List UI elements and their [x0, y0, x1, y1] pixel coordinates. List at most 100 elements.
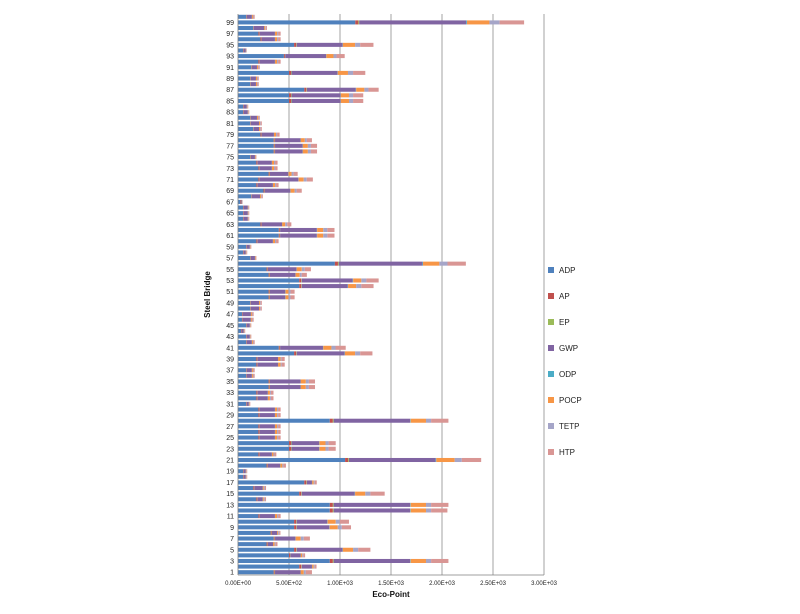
bar-segment-adp — [238, 172, 269, 176]
bar-segment-ap — [258, 436, 259, 440]
bar-segment-tetp — [349, 99, 353, 103]
bar-segment-pocp — [280, 464, 282, 468]
bar-segment-gwp — [244, 250, 246, 254]
y-tick-label: 37 — [226, 368, 234, 375]
bar-segment-gwp — [247, 340, 252, 344]
bar-segment-adp — [238, 424, 258, 428]
bar-segment-pocp — [411, 559, 426, 563]
bar-segment-adp — [238, 26, 253, 30]
y-tick-label: 35 — [226, 379, 234, 386]
bar-segment-pocp — [249, 402, 250, 406]
bar-segment-pocp — [436, 458, 454, 462]
bar-segment-ap — [299, 278, 301, 282]
bar-segment-ep — [296, 43, 297, 47]
bar-segment-ap — [253, 26, 254, 30]
y-tick-label: 23 — [226, 446, 234, 453]
bar-segment-ap — [251, 194, 252, 198]
bar-segment-gwp — [290, 553, 300, 557]
bar-segment-tetp — [323, 234, 327, 238]
bar-segment-htp — [291, 295, 295, 299]
bar-segment-ap — [250, 301, 251, 305]
bar-segment-adp — [238, 525, 294, 529]
bar-segment-gwp — [251, 76, 256, 80]
bar-segment-htp — [309, 385, 315, 389]
bar-segment-pocp — [247, 105, 248, 109]
bar-segment-ap — [251, 65, 252, 69]
bar-segment-gwp — [270, 172, 288, 176]
y-tick-label: 33 — [226, 390, 234, 397]
bar-segment-gwp — [244, 211, 248, 215]
bar-segment-htp — [361, 284, 373, 288]
bar-segment-ap — [294, 520, 296, 524]
bar-segment-gwp — [292, 99, 341, 103]
bar-segment-pocp — [275, 436, 277, 440]
bar-segment-ap — [256, 161, 257, 165]
bar-segment-ap — [279, 346, 280, 350]
bar-segment-gwp — [297, 43, 343, 47]
y-axis-title: Steel Bridge — [203, 271, 212, 318]
bar-segment-htp — [500, 20, 524, 24]
bar-segment-tetp — [326, 447, 329, 451]
bar-segment-tetp — [353, 548, 358, 552]
bar-segment-odp — [466, 20, 467, 24]
y-tick-label: 73 — [226, 166, 234, 173]
bar-segment-htp — [259, 116, 260, 120]
bar-segment-htp — [279, 531, 280, 535]
bar-segment-tetp — [314, 565, 315, 569]
bar-segment-tetp — [258, 65, 259, 69]
bar-segment-gwp — [247, 15, 252, 19]
bar-segment-ap — [243, 105, 244, 109]
bar-segment-htp — [337, 54, 345, 58]
bar-segment-pocp — [341, 93, 349, 97]
bar-segment-tetp — [292, 172, 294, 176]
bar-segment-htp — [353, 93, 363, 97]
bar-segment-htp — [309, 379, 315, 383]
bar-segment-ap — [256, 497, 257, 501]
legend-swatch-ep — [548, 319, 554, 325]
bar-segment-pocp — [467, 20, 489, 24]
bar-segment-tetp — [277, 60, 278, 64]
bar-segment-pocp — [248, 217, 249, 221]
bar-segment-adp — [238, 335, 246, 339]
bar-segment-ap — [260, 133, 261, 137]
bar-segment-gwp — [260, 166, 272, 170]
bar-segment-adp — [238, 161, 256, 165]
bar-segment-pocp — [257, 65, 258, 69]
bar-segment-ep — [301, 492, 302, 496]
bar-segment-gwp — [270, 379, 301, 383]
bar-segment-gwp — [280, 228, 317, 232]
bar-segment-pocp — [272, 166, 274, 170]
bar-segment-htp — [329, 447, 336, 451]
bar-segment-tetp — [288, 295, 290, 299]
bar-segment-ap — [243, 206, 244, 210]
bar-segment-pocp — [275, 430, 277, 434]
bar-segment-adp — [238, 329, 241, 333]
bar-segment-ep — [333, 559, 334, 563]
y-tick-label: 97 — [226, 31, 234, 38]
bar-segment-adp — [238, 194, 251, 198]
legend-label-odp: ODP — [559, 370, 576, 379]
bar-segment-tetp — [361, 278, 366, 282]
bar-segment-tetp — [277, 413, 278, 417]
bar-segment-htp — [278, 430, 281, 434]
bar-segment-tetp — [323, 228, 327, 232]
bar-segment-tetp — [302, 553, 303, 557]
bar-segment-tetp — [261, 194, 262, 198]
bar-segment-ep — [306, 88, 307, 92]
bar-segment-htp — [248, 105, 249, 109]
x-tick-label: 0.00E+00 — [225, 581, 252, 587]
gridlines — [289, 14, 544, 575]
bar-segment-htp — [302, 273, 307, 277]
bar-segment-tetp — [285, 222, 287, 226]
bar-segment-gwp — [339, 262, 423, 266]
bar-segment-adp — [238, 116, 250, 120]
bar-segment-htp — [249, 110, 250, 114]
x-tick-label: 5.00E+02 — [276, 581, 303, 587]
bar-segment-tetp — [253, 374, 254, 378]
bar-segment-adp — [238, 228, 279, 232]
bar-segment-ap — [258, 424, 259, 428]
bar-segment-gwp — [297, 520, 328, 524]
bar-segment-gwp — [255, 486, 263, 490]
bar-segment-adp — [238, 548, 294, 552]
bar-segment-tetp — [264, 486, 265, 490]
